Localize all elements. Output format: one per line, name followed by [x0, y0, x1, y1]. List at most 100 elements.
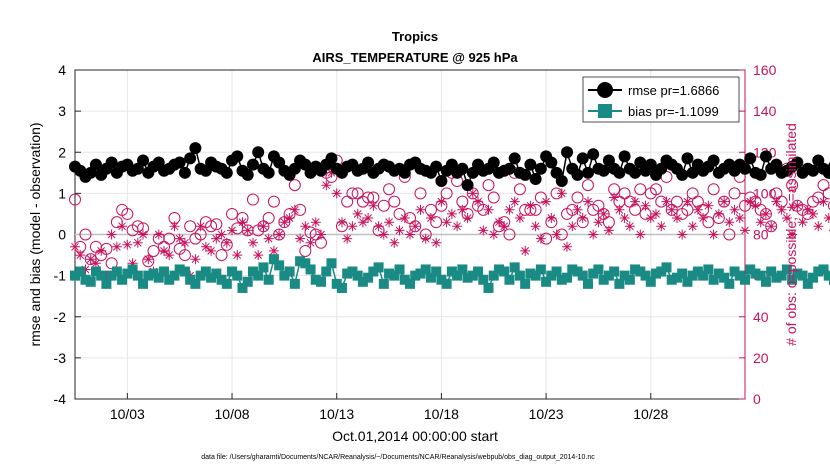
bias-point — [274, 260, 285, 271]
rmse-point — [676, 168, 689, 181]
rmse-point — [827, 162, 830, 172]
obs-assimilated-point — [614, 204, 625, 215]
obs-assimilated-point — [603, 225, 614, 236]
bias-point — [357, 276, 368, 287]
bias-point — [342, 268, 353, 279]
bias-point — [802, 278, 813, 289]
bias-point — [111, 266, 122, 277]
obs-possible-point — [670, 195, 683, 208]
bias-point — [745, 264, 756, 275]
obs-assimilated-point — [808, 208, 818, 219]
bias-point — [336, 282, 347, 293]
rmse-point — [571, 168, 584, 181]
obs-assimilated-point — [572, 204, 583, 215]
bias-point — [195, 270, 206, 281]
bias-point — [263, 274, 274, 285]
bias-point — [415, 268, 426, 279]
bias-point — [546, 270, 557, 281]
bias-point — [85, 276, 96, 287]
bias-point — [373, 262, 384, 273]
obs-assimilated-point — [609, 192, 620, 203]
obs-possible-point — [718, 195, 731, 208]
rmse-point — [435, 175, 448, 188]
bias-point — [211, 268, 222, 279]
bias-point — [651, 268, 662, 279]
x-tick-label: 10/28 — [633, 406, 668, 422]
footnote: data file: /Users/gharamti/Documents/NCA… — [201, 454, 595, 461]
bias-point — [179, 266, 190, 277]
bias-point — [541, 276, 552, 287]
obs-possible-point — [817, 179, 830, 192]
obs-possible-point — [69, 193, 81, 206]
obs-possible-point — [765, 220, 778, 233]
rmse-point — [524, 158, 537, 171]
obs-assimilated-point — [740, 225, 750, 236]
bias-point — [703, 264, 714, 275]
y-tick-label-right: 20 — [753, 350, 769, 366]
bias-point — [504, 274, 515, 285]
bias-point — [462, 272, 473, 283]
obs-assimilated-point — [389, 237, 400, 248]
bias-point — [216, 274, 227, 285]
bias-point — [232, 270, 243, 281]
obs-assimilated-point — [703, 200, 714, 211]
obs-assimilated-point — [567, 221, 578, 232]
rmse-point — [629, 166, 642, 179]
obs-possible-point — [105, 257, 118, 270]
x-tick-label: 10/03 — [110, 406, 145, 422]
obs-assimilated-point — [514, 213, 525, 223]
obs-assimilated-point — [227, 225, 237, 236]
bias-point — [645, 276, 656, 287]
bias-point — [164, 274, 175, 285]
obs-possible-point — [409, 220, 422, 233]
obs-assimilated-point — [530, 221, 541, 232]
rmse-point — [555, 175, 568, 188]
obs-assimilated-point — [206, 245, 217, 256]
obs-assimilated-point — [771, 196, 782, 207]
obs-assimilated-point — [159, 245, 169, 256]
obs-assimilated-point — [729, 204, 740, 215]
bias-point — [305, 264, 316, 275]
bias-point — [106, 270, 117, 281]
bias-point — [598, 274, 609, 285]
obs-assimilated-point — [588, 229, 599, 240]
bias-point — [405, 278, 415, 289]
obs-assimilated-point — [441, 217, 452, 228]
bias-point — [630, 264, 641, 275]
rmse-point — [325, 152, 338, 165]
bias-point — [143, 270, 154, 281]
obs-possible-point — [241, 224, 254, 237]
y-tick-label-right: 0 — [753, 391, 761, 407]
obs-possible-point — [707, 183, 720, 196]
rmse-point — [681, 152, 694, 165]
rmse-point — [644, 158, 657, 171]
bias-point — [766, 266, 777, 277]
obs-assimilated-point — [509, 196, 520, 207]
rmse-point — [362, 156, 375, 169]
chart-subtitle: AIRS_TEMPERATURE @ 925 hPa — [312, 50, 518, 65]
obs-assimilated-point — [760, 208, 771, 219]
rmse-point — [241, 168, 254, 181]
obs-assimilated-point — [499, 221, 510, 232]
obs-assimilated-point — [342, 233, 353, 244]
obs-assimilated-point — [645, 213, 656, 223]
y-tick-label-left: 0 — [58, 227, 66, 243]
bias-point — [556, 274, 567, 285]
x-axis: 10/03 10/08 10/13 10/18 10/23 10/28 — [110, 393, 669, 422]
rmse-point — [545, 156, 558, 169]
obs-assimilated-point — [750, 200, 761, 211]
obs-assimilated-point — [635, 229, 646, 240]
obs-possible-point — [728, 187, 741, 200]
bias-point — [394, 264, 405, 275]
obs-assimilated-point — [823, 213, 830, 223]
obs-possible-point — [634, 183, 647, 196]
obs-assimilated-point — [682, 196, 693, 207]
y-tick-label-left: -2 — [54, 309, 67, 325]
obs-assimilated-point — [80, 264, 91, 275]
rmse-point — [89, 158, 102, 171]
obs-possible-point — [414, 187, 427, 200]
bias-point — [431, 266, 442, 277]
obs-assimilated-point — [797, 217, 808, 228]
rmse-point — [561, 146, 574, 159]
bias-point — [781, 264, 792, 275]
